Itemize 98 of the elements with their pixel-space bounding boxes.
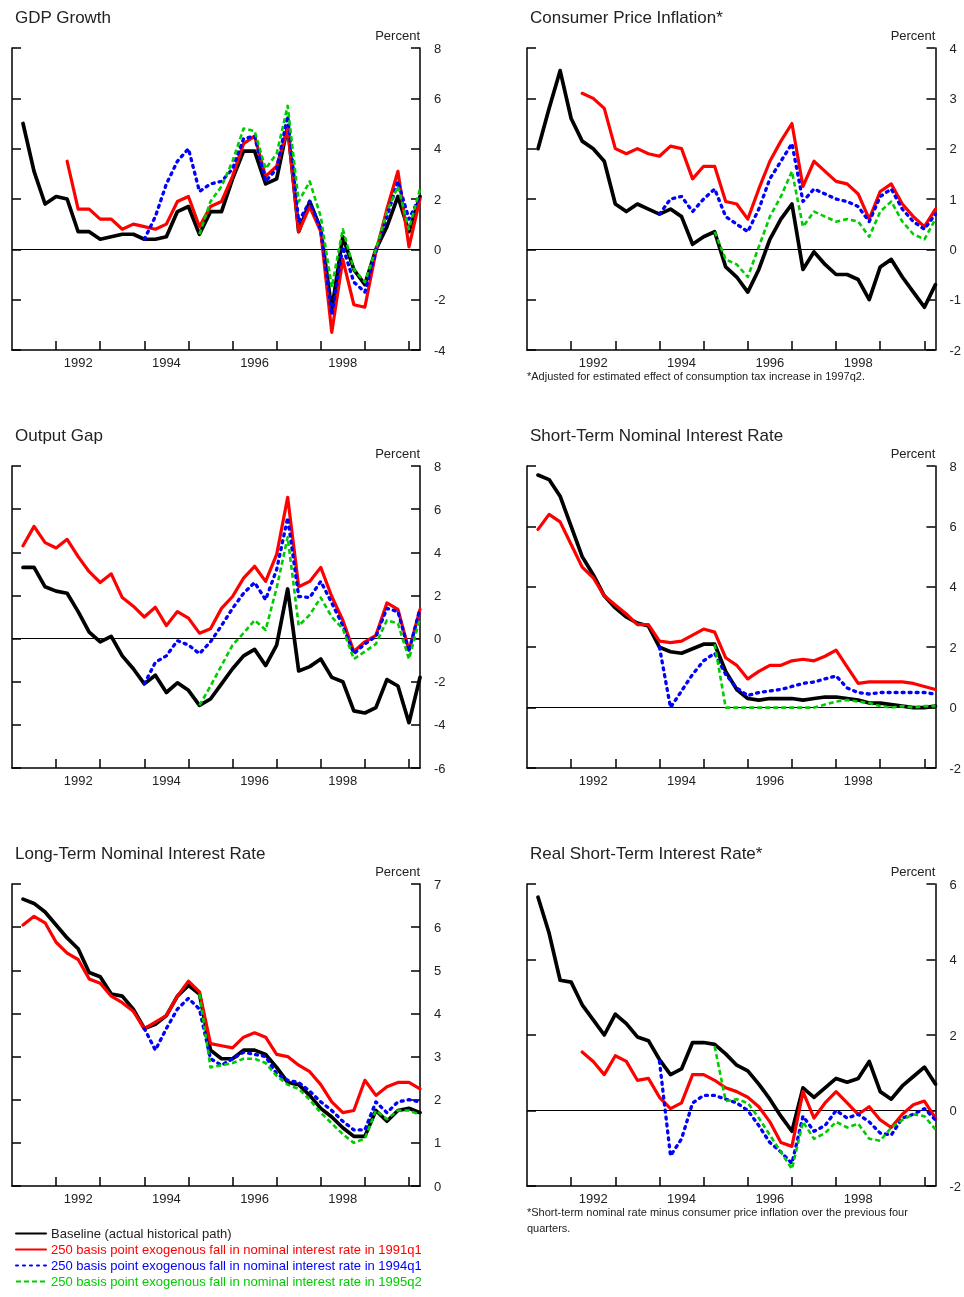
y-tick-label: 6 xyxy=(949,518,957,534)
y-tick-label: 0 xyxy=(949,700,957,716)
chart-title: Consumer Price Inflation* xyxy=(530,8,724,27)
y-tick-label: 8 xyxy=(949,458,957,474)
y-tick-label: 4 xyxy=(949,952,957,967)
y-tick-label: 4 xyxy=(434,1005,442,1021)
chart-title: Long-Term Nominal Interest Rate xyxy=(15,844,266,863)
x-tick-label: 1998 xyxy=(843,355,873,370)
y-tick-label: 4 xyxy=(949,579,957,595)
y-axis-title: Percent xyxy=(890,864,936,879)
text: *Short-term nominal rate minus consumer price inflation over the previous four quarters. xyxy=(527,1206,911,1234)
y-tick-label: 3 xyxy=(949,90,957,106)
y-axis-title: Percent xyxy=(375,446,421,461)
y-tick-label: -2 xyxy=(434,292,446,308)
line-series xyxy=(142,516,422,686)
line-series xyxy=(657,1059,938,1165)
line-series xyxy=(580,91,938,229)
y-tick-label: 8 xyxy=(434,40,442,56)
y-tick-label: 6 xyxy=(434,919,442,935)
y-axis-title: Percent xyxy=(375,864,421,879)
x-tick-label: 1996 xyxy=(240,1191,270,1206)
y-tick-label: 0 xyxy=(949,241,957,257)
chart-title: Real Short-Term Interest Rate* xyxy=(530,844,763,863)
y-tick-label: 2 xyxy=(949,1027,957,1043)
y-tick-label: 4 xyxy=(434,141,442,157)
y-tick-label: 6 xyxy=(434,90,442,106)
line-series xyxy=(580,1050,938,1148)
x-tick-label: 1992 xyxy=(63,355,93,370)
x-tick-label: 1992 xyxy=(578,355,608,370)
x-tick-label: 1998 xyxy=(843,1191,873,1206)
y-tick-label: 0 xyxy=(949,1103,957,1118)
y-tick-label: 0 xyxy=(434,1178,442,1194)
y-axis-title: Percent xyxy=(890,28,936,43)
y-tick-label: -2 xyxy=(949,1178,961,1194)
y-tick-label: 2 xyxy=(949,141,957,157)
x-tick-label: 1992 xyxy=(578,773,608,788)
line-series xyxy=(198,992,422,1145)
legend-label: Baseline (actual historical path) xyxy=(51,1226,232,1241)
chart-title: Output Gap xyxy=(15,426,103,445)
y-tick-label: 6 xyxy=(949,876,957,892)
x-tick-label: 1994 xyxy=(667,355,697,370)
y-axis-title: Percent xyxy=(890,446,936,461)
y-tick-label: 0 xyxy=(434,631,442,647)
line-series xyxy=(536,512,938,692)
text: *Adjusted for estimated effect of consumption tax increase in 1997q2. xyxy=(527,370,865,382)
y-tick-label: -4 xyxy=(434,342,446,358)
line-series xyxy=(142,996,422,1132)
y-tick-label: -2 xyxy=(949,760,961,776)
x-tick-label: 1992 xyxy=(63,773,93,788)
x-tick-label: 1994 xyxy=(151,355,181,370)
x-tick-label: 1996 xyxy=(240,355,270,370)
x-tick-label: 1992 xyxy=(578,1191,608,1206)
y-tick-label: -2 xyxy=(434,674,446,690)
y-tick-label: -4 xyxy=(434,717,446,733)
y-tick-label: 2 xyxy=(949,639,957,655)
line-series xyxy=(657,141,938,234)
x-tick-label: 1994 xyxy=(151,1191,181,1206)
x-tick-label: 1992 xyxy=(63,1191,93,1206)
line-series xyxy=(713,642,937,709)
x-tick-label: 1998 xyxy=(843,773,873,788)
x-tick-label: 1998 xyxy=(328,1191,358,1206)
x-tick-label: 1996 xyxy=(755,355,785,370)
y-tick-label: 7 xyxy=(434,876,442,892)
legend-label: 250 basis point exogenous fall in nominal interest rate in 1994q1 xyxy=(51,1258,422,1273)
y-tick-label: 3 xyxy=(434,1049,442,1065)
y-tick-label: 1 xyxy=(949,191,957,207)
line-series xyxy=(713,1045,937,1171)
x-tick-label: 1996 xyxy=(240,773,270,788)
y-tick-label: 4 xyxy=(434,544,442,560)
line-series xyxy=(21,914,422,1115)
line-series xyxy=(713,170,937,279)
y-tick-label: -6 xyxy=(434,760,446,776)
line-series xyxy=(142,114,422,317)
y-tick-label: 2 xyxy=(434,1092,442,1108)
y-tick-label: -2 xyxy=(949,342,961,358)
chart-title: GDP Growth xyxy=(15,8,112,27)
legend-label: 250 basis point exogenous fall in nominal interest rate in 1991q1 xyxy=(51,1242,422,1257)
y-tick-label: 5 xyxy=(434,962,442,978)
x-tick-label: 1996 xyxy=(755,773,785,788)
x-tick-label: 1994 xyxy=(667,773,697,788)
x-tick-label: 1998 xyxy=(328,355,358,370)
y-tick-label: 0 xyxy=(434,241,442,257)
chart-title: Short-Term Nominal Interest Rate xyxy=(530,426,784,445)
line-series xyxy=(198,104,422,289)
x-tick-label: 1994 xyxy=(151,773,181,788)
y-tick-label: -1 xyxy=(949,292,961,308)
y-tick-label: 4 xyxy=(949,40,957,56)
y-tick-label: 1 xyxy=(434,1135,442,1151)
y-tick-label: 8 xyxy=(434,458,442,474)
x-tick-label: 1994 xyxy=(667,1191,697,1206)
y-axis-title: Percent xyxy=(375,28,421,43)
y-tick-label: 6 xyxy=(434,501,442,517)
y-tick-label: 2 xyxy=(434,191,442,207)
legend-label: 250 basis point exogenous fall in nominal interest rate in 1995q2 xyxy=(51,1274,422,1289)
y-tick-label: 2 xyxy=(434,587,442,603)
line-series xyxy=(198,535,422,707)
x-tick-label: 1996 xyxy=(755,1191,785,1206)
x-tick-label: 1998 xyxy=(328,773,358,788)
